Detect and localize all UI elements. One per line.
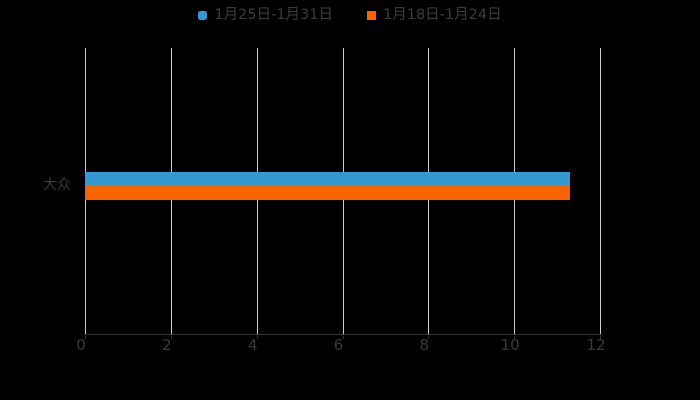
y-axis-category-label: 大众 — [43, 177, 71, 193]
legend-entry-0[interactable]: 1月25日-1月31日 — [198, 4, 333, 26]
x-tick-label-2: 2 — [162, 336, 172, 354]
x-tick-mark-8 — [428, 334, 430, 339]
chart-legend: 1月25日-1月31日 1月18日-1月24日 — [0, 4, 700, 26]
gridline-12 — [600, 48, 601, 334]
plot-area — [85, 48, 601, 334]
legend-entry-1[interactable]: 1月18日-1月24日 — [367, 4, 502, 26]
square-marker-icon — [367, 10, 376, 20]
legend-label-1: 1月18日-1月24日 — [383, 6, 502, 23]
x-tick-mark-0 — [85, 334, 86, 339]
x-tick-label-10: 10 — [500, 336, 520, 354]
x-tick-mark-10 — [514, 334, 516, 339]
bar-大众-series-0[interactable] — [85, 172, 570, 186]
x-tick-label-12: 12 — [586, 336, 606, 354]
x-tick-mark-6 — [342, 334, 344, 339]
legend-label-0: 1月25日-1月31日 — [214, 6, 333, 23]
x-tick-mark-2 — [170, 334, 172, 339]
x-tick-mark-12 — [600, 334, 601, 339]
x-tick-label-0: 0 — [76, 336, 86, 354]
x-tick-mark-4 — [256, 334, 258, 339]
circle-marker-icon — [198, 10, 208, 20]
x-tick-label-6: 6 — [333, 336, 344, 354]
x-tick-label-8: 8 — [419, 336, 430, 354]
x-tick-label-4: 4 — [247, 336, 258, 354]
bar-大众-series-1[interactable] — [85, 186, 570, 200]
